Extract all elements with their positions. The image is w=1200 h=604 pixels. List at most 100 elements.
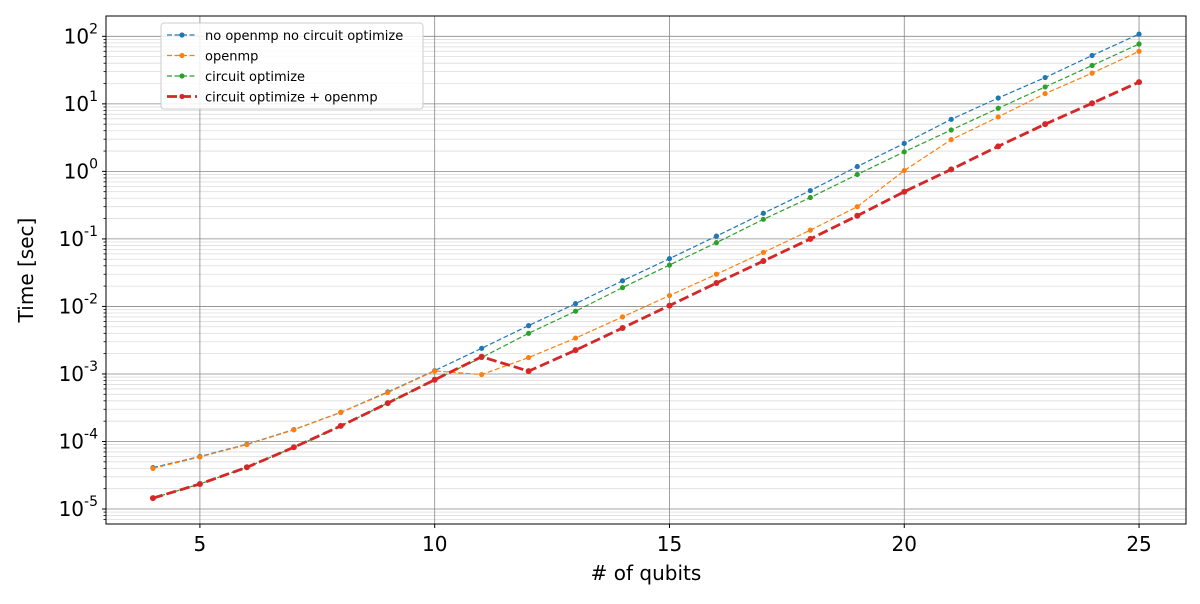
data-point — [995, 143, 1002, 150]
data-point — [1136, 31, 1142, 37]
x-tick-label: 15 — [657, 532, 682, 556]
legend-box — [160, 22, 424, 110]
data-point — [525, 368, 532, 375]
data-point — [807, 227, 813, 233]
data-point — [431, 376, 438, 383]
legend-swatch-marker — [179, 93, 185, 100]
data-point — [243, 464, 250, 471]
y-tick-label: 101 — [64, 89, 98, 116]
data-point — [244, 441, 250, 448]
data-point — [854, 204, 860, 210]
data-point — [666, 256, 673, 262]
x-tick-label: 20 — [892, 532, 917, 556]
x-axis-label: # of qubits — [591, 561, 702, 585]
data-point — [995, 95, 1001, 101]
legend-label: openmp — [205, 50, 258, 65]
y-tick-label: 10-2 — [59, 291, 98, 318]
data-point — [619, 285, 626, 291]
data-point — [385, 389, 391, 396]
data-point — [854, 171, 860, 178]
data-point — [479, 345, 485, 351]
grid — [106, 16, 1186, 524]
data-point — [995, 114, 1001, 120]
series-line — [152, 33, 1140, 469]
data-point — [1136, 79, 1143, 86]
legend-item: no openmp no circuit optimize — [167, 29, 403, 44]
x-tick-label: 5 — [194, 532, 207, 556]
data-point — [338, 409, 344, 415]
legend-item: circuit optimize + openmp — [167, 91, 378, 106]
data-point — [901, 149, 907, 155]
data-point — [1089, 70, 1095, 76]
data-point — [760, 216, 766, 222]
data-point — [807, 187, 813, 194]
data-point — [1089, 62, 1095, 69]
data-point — [1089, 100, 1096, 107]
data-point — [854, 163, 860, 170]
data-point — [619, 314, 626, 320]
legend-label: circuit optimize — [205, 70, 305, 85]
data-point — [337, 422, 344, 429]
data-point — [760, 210, 766, 216]
series-line — [152, 43, 1140, 499]
legend-swatch-marker — [179, 32, 185, 38]
data-point — [666, 292, 673, 299]
data-point — [619, 278, 626, 284]
series-4 — [149, 79, 1143, 502]
axes: 10-5 10-4 10-3 10-2 10-1 100 101 102 5 10 15 20 25 — [59, 21, 1152, 556]
legend-swatch-marker — [179, 52, 185, 59]
legend-item: openmp — [167, 50, 258, 65]
data-point — [901, 188, 908, 195]
data-point — [197, 454, 203, 460]
series-line — [152, 80, 1140, 500]
data-point — [479, 371, 485, 378]
data-point — [948, 116, 954, 122]
data-point — [807, 194, 813, 201]
data-point — [619, 324, 626, 331]
series-group — [149, 31, 1143, 502]
data-point — [572, 308, 579, 314]
data-point — [196, 480, 203, 487]
data-point — [995, 105, 1001, 111]
data-point — [901, 167, 907, 174]
y-tick-label: 10-3 — [59, 359, 98, 386]
data-point — [713, 233, 720, 239]
data-point — [1042, 84, 1048, 90]
data-point — [384, 400, 391, 407]
series-2 — [150, 48, 1142, 471]
data-point — [149, 495, 156, 502]
y-tick-label: 10-4 — [59, 426, 99, 453]
data-point — [1042, 90, 1048, 97]
data-point — [948, 127, 954, 133]
series-line — [152, 50, 1140, 469]
legend-swatch-marker — [179, 73, 185, 79]
data-point — [1136, 48, 1142, 54]
data-point — [666, 302, 673, 309]
y-tick-label: 102 — [64, 21, 98, 48]
data-point — [572, 347, 579, 354]
data-point — [526, 330, 532, 336]
data-point — [713, 280, 720, 287]
data-point — [432, 368, 438, 374]
data-point — [291, 427, 297, 433]
data-point — [1136, 41, 1142, 47]
legend-item: circuit optimize — [167, 70, 305, 85]
data-point — [666, 262, 673, 268]
data-point — [1042, 121, 1049, 128]
y-tick-label: 10-1 — [59, 224, 98, 251]
data-point — [760, 249, 766, 256]
x-tick-label: 25 — [1126, 532, 1151, 556]
legend-label: circuit optimize + openmp — [205, 91, 378, 106]
data-point — [807, 235, 814, 242]
legend-label: no openmp no circuit optimize — [205, 29, 403, 44]
data-point — [150, 465, 156, 471]
data-point — [290, 444, 297, 451]
data-point — [713, 271, 720, 277]
data-point — [760, 258, 767, 265]
y-tick-label: 10-5 — [59, 494, 98, 521]
data-point — [713, 240, 720, 246]
x-tick-label: 10 — [422, 532, 447, 556]
y-tick-label: 100 — [64, 156, 98, 183]
data-point — [1089, 52, 1095, 59]
